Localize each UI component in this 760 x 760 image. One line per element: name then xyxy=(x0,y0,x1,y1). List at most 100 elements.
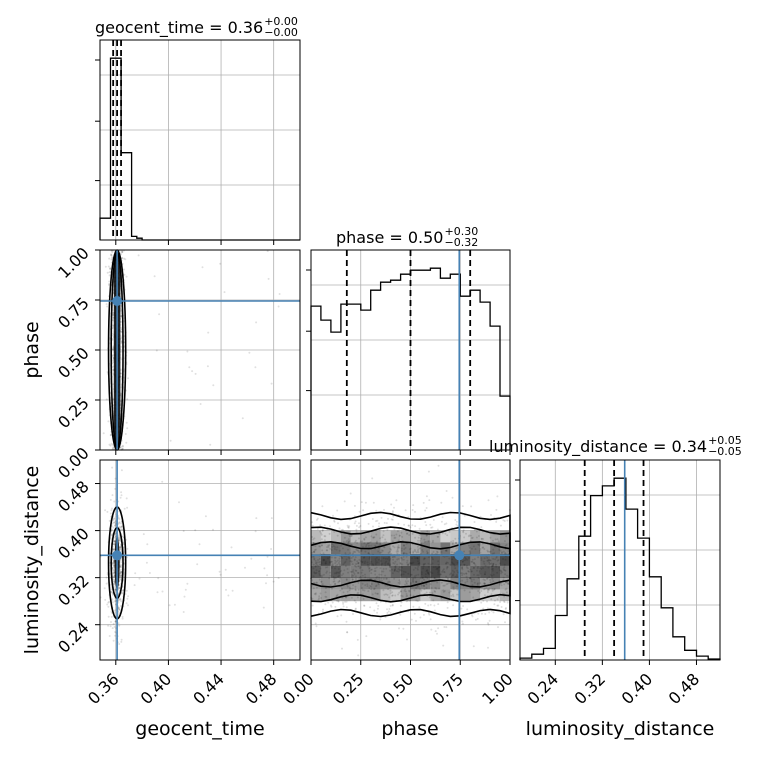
sample-point xyxy=(117,517,120,519)
sample-point xyxy=(487,623,490,626)
density-cell xyxy=(390,577,401,590)
sample-point xyxy=(112,571,115,574)
sample-point xyxy=(122,589,125,592)
sample-point xyxy=(312,551,315,554)
sample-point xyxy=(318,595,321,598)
sample-point xyxy=(463,536,466,539)
sample-point xyxy=(399,534,401,537)
sample-point xyxy=(383,521,386,524)
sample-point xyxy=(483,594,486,597)
sample-point xyxy=(314,622,317,625)
sample-point xyxy=(400,531,403,534)
sample-point xyxy=(112,560,115,563)
sample-point xyxy=(110,509,113,512)
sample-point xyxy=(113,580,116,583)
sample-point xyxy=(114,588,117,591)
sample-point xyxy=(318,578,321,581)
sample-point xyxy=(341,588,344,590)
sample-point xyxy=(352,613,354,615)
sample-point xyxy=(119,578,122,581)
sample-point xyxy=(146,543,149,546)
sample-point xyxy=(110,253,112,256)
x-tick-label: 1.00 xyxy=(478,669,517,708)
sample-point xyxy=(329,525,331,528)
sample-point xyxy=(337,522,339,525)
sample-point xyxy=(119,548,122,550)
sample-point xyxy=(397,522,400,525)
sample-point xyxy=(119,573,122,576)
density-cell xyxy=(430,530,441,543)
sample-point xyxy=(121,617,124,620)
sample-point xyxy=(119,345,122,348)
sample-point xyxy=(118,525,121,528)
sample-point xyxy=(456,525,459,527)
sample-point xyxy=(121,251,124,254)
sample-point xyxy=(504,552,507,554)
sample-point xyxy=(127,377,130,380)
x-tick-label: 0.40 xyxy=(618,669,657,708)
sample-point xyxy=(332,514,334,517)
sample-point xyxy=(120,494,123,497)
sample-point xyxy=(109,434,112,437)
sample-point xyxy=(436,551,439,554)
density-cell xyxy=(410,554,421,566)
sample-point xyxy=(484,613,487,615)
sample-point xyxy=(413,589,416,592)
sample-point xyxy=(344,600,346,603)
sample-point xyxy=(125,602,128,605)
sample-point xyxy=(111,354,114,357)
density-cell xyxy=(490,565,500,578)
sample-point xyxy=(340,614,343,617)
sample-point xyxy=(386,581,389,584)
sample-point xyxy=(438,587,440,590)
sample-point xyxy=(487,499,490,502)
sample-point xyxy=(463,514,466,517)
sample-point xyxy=(376,519,379,522)
density-cell xyxy=(360,565,371,578)
sample-point xyxy=(405,595,408,598)
sample-point xyxy=(357,581,360,584)
density-cell xyxy=(450,530,461,543)
sample-point xyxy=(451,543,454,546)
sample-point xyxy=(383,541,386,544)
density-cell xyxy=(460,565,471,578)
sample-point xyxy=(346,585,349,588)
sample-point xyxy=(382,567,385,570)
sample-point xyxy=(389,581,391,583)
sample-point xyxy=(322,608,324,611)
sample-point xyxy=(194,529,197,532)
y-tick-label: 0.25 xyxy=(54,393,93,432)
density-cell xyxy=(380,542,391,555)
sample-point xyxy=(335,560,338,563)
sample-point xyxy=(119,571,122,574)
density-cell xyxy=(400,530,411,543)
sample-point xyxy=(368,577,371,580)
sample-point xyxy=(419,616,422,619)
sample-point xyxy=(111,251,114,254)
sample-point xyxy=(113,580,116,583)
sample-point xyxy=(333,519,336,522)
sample-point xyxy=(360,501,363,504)
density-cell xyxy=(450,565,461,578)
sample-point xyxy=(448,591,451,594)
x-tick-label: 0.00 xyxy=(279,669,318,708)
sample-point xyxy=(338,580,341,582)
sample-point xyxy=(376,607,379,610)
sample-point xyxy=(437,627,440,630)
sample-point xyxy=(325,549,328,552)
sample-point xyxy=(492,580,495,583)
sample-point xyxy=(119,568,122,571)
sample-point xyxy=(382,577,385,580)
density-cell xyxy=(390,542,401,555)
sample-point xyxy=(120,526,123,529)
sample-point xyxy=(332,580,335,583)
sample-point xyxy=(399,613,402,616)
sample-point xyxy=(432,599,435,602)
sample-point xyxy=(500,606,503,608)
sample-point xyxy=(372,501,375,504)
sample-point xyxy=(392,515,395,518)
sample-point xyxy=(109,625,112,628)
sample-point xyxy=(316,527,319,530)
sample-point xyxy=(112,397,115,400)
sample-point xyxy=(490,598,493,601)
